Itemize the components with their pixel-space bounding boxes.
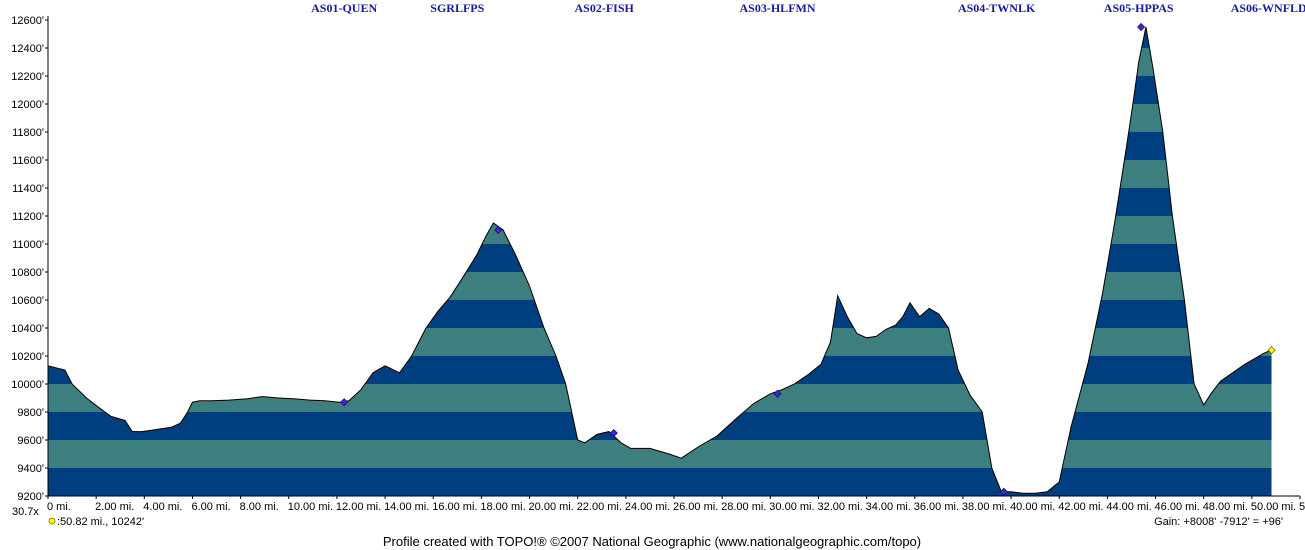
elevation-band	[48, 468, 1272, 496]
waypoint-marker[interactable]	[609, 428, 618, 438]
waypoint-label: AS05-HPPAS	[1104, 1, 1174, 15]
y-tick-label: 10800'	[11, 267, 44, 279]
x-tick-label: 32.00 mi.	[817, 501, 862, 513]
x-tick-label: 10.00 mi.	[288, 501, 333, 513]
cursor-marker-icon	[48, 517, 56, 525]
x-tick-label: 12.00 mi.	[336, 501, 381, 513]
x-tick-label: 24.00 mi.	[625, 501, 670, 513]
waypoint-label: AS03-HLFMN	[740, 1, 816, 15]
y-tick-label: 12400'	[11, 43, 44, 55]
y-tick-label: 9800'	[17, 407, 44, 419]
waypoint-marker[interactable]	[1137, 22, 1146, 32]
y-tick-label: 11400'	[12, 183, 44, 195]
x-tick-label: 6.00 mi.	[191, 501, 230, 513]
x-tick-label: 52.00 mi.	[1299, 501, 1305, 513]
gain-readout: Gain: +8008' -7912' = +96'	[1154, 516, 1283, 528]
waypoint-marker[interactable]	[999, 487, 1008, 496]
elevation-band	[48, 440, 1272, 468]
x-tick-label: 38.00 mi.	[962, 501, 1007, 513]
waypoint-marker[interactable]	[494, 225, 503, 235]
elevation-band	[48, 48, 1272, 76]
x-tick-label: 28.00 mi.	[721, 501, 766, 513]
profile-outline	[47, 26, 1272, 494]
elevation-bands	[48, 27, 1272, 496]
exaggeration-label: 30.7x	[12, 506, 39, 518]
elevation-band	[48, 356, 1272, 384]
profile-line	[47, 26, 1272, 494]
x-tick-label: 30.00 mi.	[769, 501, 814, 513]
y-tick-label: 10000'	[11, 379, 44, 391]
y-tick-label: 11000'	[12, 239, 44, 251]
x-tick-label: 18.00 mi.	[480, 501, 525, 513]
y-tick-label: 9400'	[17, 463, 44, 475]
y-tick-label: 11200'	[12, 211, 44, 223]
x-tick-label: 22.00 mi.	[577, 501, 622, 513]
y-tick-label: 10400'	[11, 323, 44, 335]
elevation-band	[48, 244, 1272, 272]
x-tick-label: 0 mi.	[47, 501, 71, 513]
waypoint-label: SGRLFPS	[430, 1, 484, 15]
elevation-band	[48, 132, 1272, 160]
y-tick-label: 10600'	[11, 295, 44, 307]
waypoint-label: AS01-QUEN	[311, 1, 377, 15]
x-tick-label: 2.00 mi.	[95, 501, 134, 513]
x-tick-label: 46.00 mi.	[1155, 501, 1200, 513]
waypoint-labels: AS01-QUEN SGRLFPS AS02-FISH AS03-HLFMN AS04-…	[311, 1, 1305, 15]
elevation-band	[48, 160, 1272, 188]
y-tick-label: 9600'	[17, 435, 44, 447]
elevation-band	[48, 27, 1272, 48]
elevation-band	[48, 76, 1272, 104]
x-tick-label: 26.00 mi.	[673, 501, 718, 513]
cursor-readout: :50.82 mi., 10242'	[57, 516, 144, 528]
y-tick-label: 9200'	[17, 491, 44, 503]
elevation-band	[48, 384, 1272, 412]
elevation-band	[48, 328, 1272, 356]
elevation-band	[48, 300, 1272, 328]
waypoint-marker[interactable]	[1267, 346, 1276, 355]
waypoint-label: AS02-FISH	[575, 1, 635, 15]
x-tick-label: 50.00 mi.	[1251, 501, 1296, 513]
y-tick-label: 11800'	[12, 127, 44, 139]
x-tick-label: 8.00 mi.	[240, 501, 279, 513]
y-axis-ticks: 9200' 9400' 9600' 9800' 10000' 10200' 10400' 10…	[11, 15, 48, 503]
x-tick-label: 42.00 mi.	[1058, 501, 1103, 513]
x-tick-label: 48.00 mi.	[1203, 501, 1248, 513]
elevation-band	[48, 272, 1272, 300]
y-tick-label: 10200'	[11, 351, 44, 363]
credit-footer: Profile created with TOPO!® ©2007 Nation…	[383, 534, 921, 549]
x-tick-label: 36.00 mi.	[914, 501, 959, 513]
x-tick-label: 44.00 mi.	[1106, 501, 1151, 513]
y-tick-label: 12600'	[11, 15, 44, 27]
x-tick-label: 16.00 mi.	[432, 501, 477, 513]
x-tick-label: 34.00 mi.	[866, 501, 911, 513]
waypoint-marker[interactable]	[340, 398, 349, 407]
x-tick-label: 20.00 mi.	[529, 501, 574, 513]
elevation-band	[48, 104, 1272, 132]
y-tick-label: 11600'	[12, 155, 44, 167]
x-tick-label: 40.00 mi.	[1010, 501, 1055, 513]
y-tick-label: 12200'	[11, 71, 44, 83]
waypoint-marker[interactable]	[773, 389, 782, 398]
waypoint-markers	[340, 22, 1276, 496]
elevation-band	[48, 216, 1272, 244]
x-axis-ticks: 0 mi. 2.00 mi. 4.00 mi. 6.00 mi. 8.00 mi. 10.…	[47, 496, 1305, 513]
x-tick-label: 4.00 mi.	[143, 501, 182, 513]
elevation-band	[48, 188, 1272, 216]
y-tick-label: 12000'	[11, 99, 44, 111]
elevation-band	[48, 412, 1272, 440]
waypoint-label: AS06-WNFLD	[1231, 1, 1305, 15]
waypoint-label: AS04-TWNLK	[958, 1, 1036, 15]
x-tick-label: 14.00 mi.	[384, 501, 429, 513]
